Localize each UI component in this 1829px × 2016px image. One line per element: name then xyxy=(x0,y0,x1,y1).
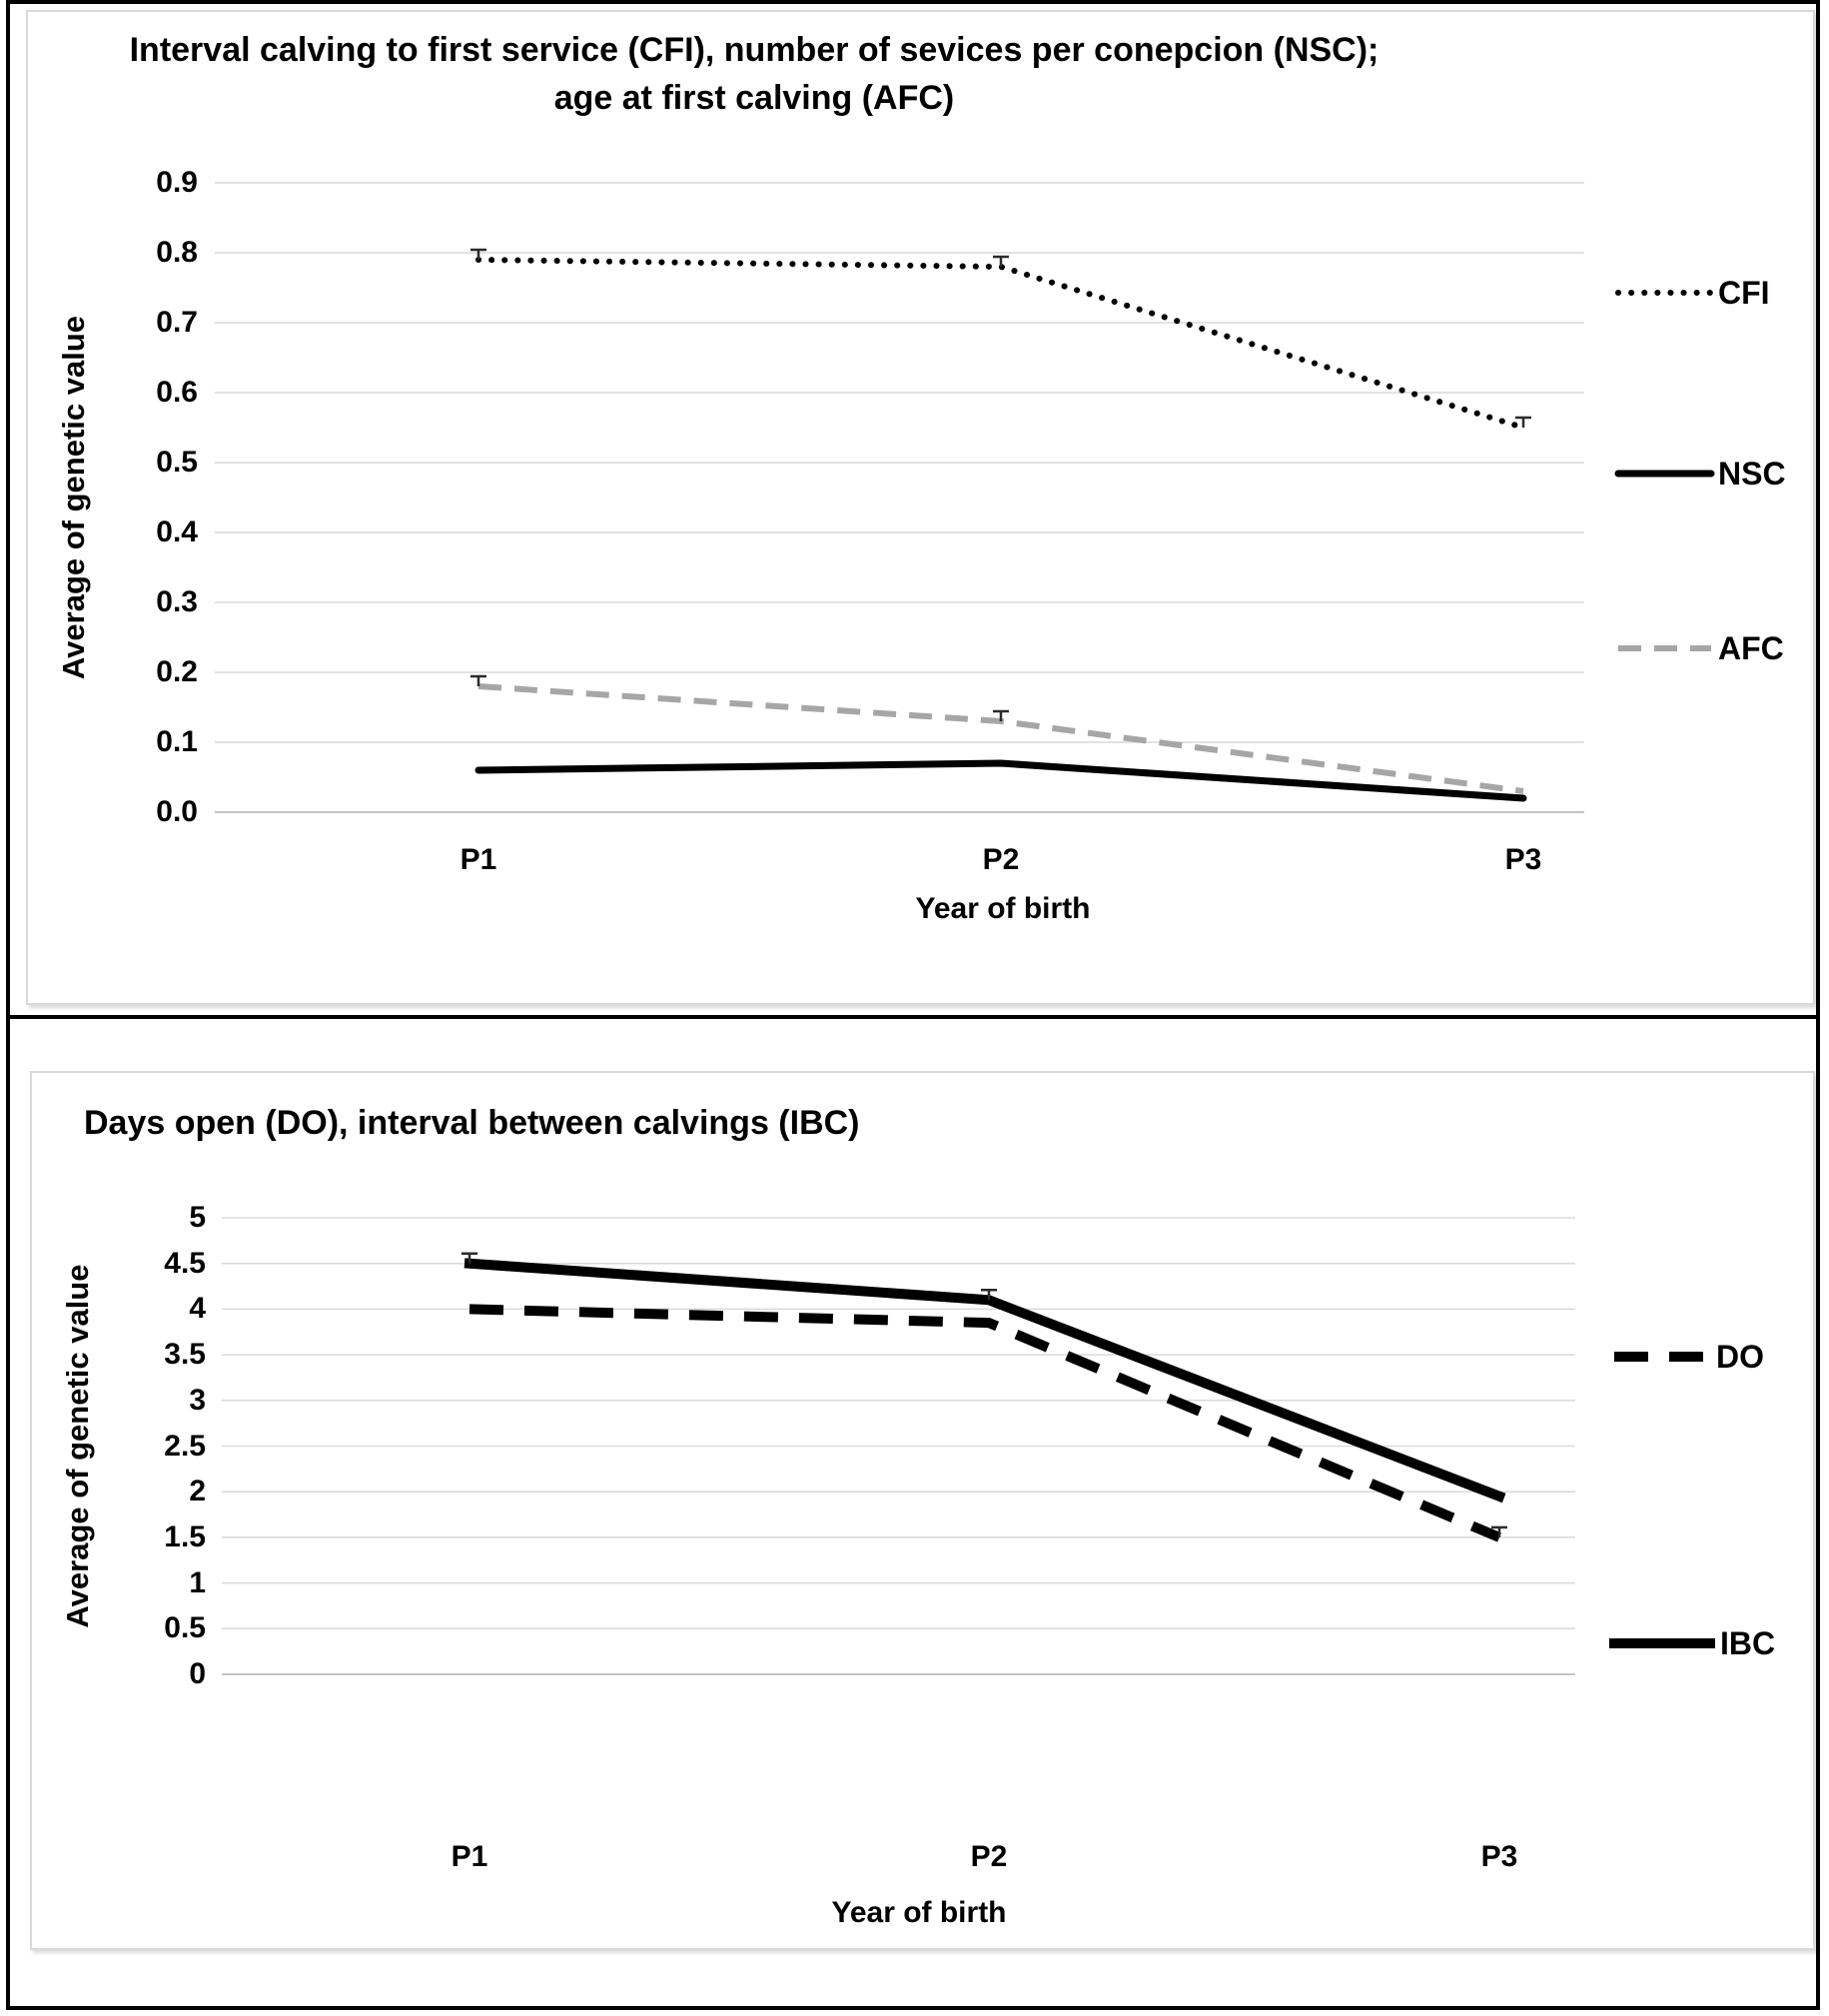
legend-label-ibc: IBC xyxy=(1720,1625,1776,1661)
y-tick-label-4: 4 xyxy=(189,1292,206,1325)
x-tick-label-p2: P2 xyxy=(982,843,1020,876)
y-tick-label-1.5: 1.5 xyxy=(164,1520,206,1553)
bottom-chart-x-axis-title: Year of birth xyxy=(831,1896,1007,1929)
y-tick-label-0.4: 0.4 xyxy=(156,515,198,548)
y-tick-label-2: 2 xyxy=(189,1475,206,1508)
y-tick-label-4.5: 4.5 xyxy=(164,1247,206,1280)
y-tick-label-0.5: 0.5 xyxy=(164,1611,206,1644)
legend-label-cfi: CFI xyxy=(1718,275,1770,311)
y-tick-label-5: 5 xyxy=(189,1201,206,1234)
y-tick-label-0.2: 0.2 xyxy=(156,655,198,688)
x-tick-label-p2: P2 xyxy=(970,1840,1008,1873)
legend-label-nsc: NSC xyxy=(1718,456,1786,492)
x-tick-label-p3: P3 xyxy=(1504,843,1542,876)
top-chart-title-line1: Interval calving to first service (CFI),… xyxy=(129,31,1379,69)
bottom-chart-panel xyxy=(30,1071,1815,1950)
y-tick-label-0.5: 0.5 xyxy=(156,446,198,479)
x-tick-label-p1: P1 xyxy=(451,1840,488,1873)
top-chart-title: Interval calving to first service (CFI),… xyxy=(40,26,1468,122)
y-tick-label-2.5: 2.5 xyxy=(164,1430,206,1463)
top-chart-panel xyxy=(26,10,1815,1005)
y-tick-label-0.7: 0.7 xyxy=(156,306,198,339)
y-tick-label-0: 0 xyxy=(189,1657,206,1690)
y-tick-label-0.9: 0.9 xyxy=(156,166,198,199)
y-tick-label-0.6: 0.6 xyxy=(156,376,198,409)
y-tick-label-3.5: 3.5 xyxy=(164,1338,206,1371)
top-chart-title-line2: age at first calving (AFC) xyxy=(553,79,955,117)
panel-divider xyxy=(6,1015,1820,1019)
y-tick-label-0.1: 0.1 xyxy=(156,725,198,758)
top-chart-y-axis-title: Average of genetic value xyxy=(56,315,91,680)
y-tick-label-0.8: 0.8 xyxy=(156,236,198,269)
x-tick-label-p3: P3 xyxy=(1480,1840,1518,1873)
top-chart-x-axis-title: Year of birth xyxy=(915,892,1091,925)
x-tick-label-p1: P1 xyxy=(459,843,497,876)
y-tick-label-0.0: 0.0 xyxy=(156,795,198,828)
y-tick-label-1: 1 xyxy=(189,1566,206,1599)
y-tick-label-3: 3 xyxy=(189,1384,206,1417)
legend-label-do: DO xyxy=(1716,1339,1764,1375)
legend-label-afc: AFC xyxy=(1718,630,1784,666)
bottom-chart-title: Days open (DO), interval between calving… xyxy=(84,1104,860,1142)
outer-frame xyxy=(6,0,1820,2010)
y-tick-label-0.3: 0.3 xyxy=(156,585,198,618)
